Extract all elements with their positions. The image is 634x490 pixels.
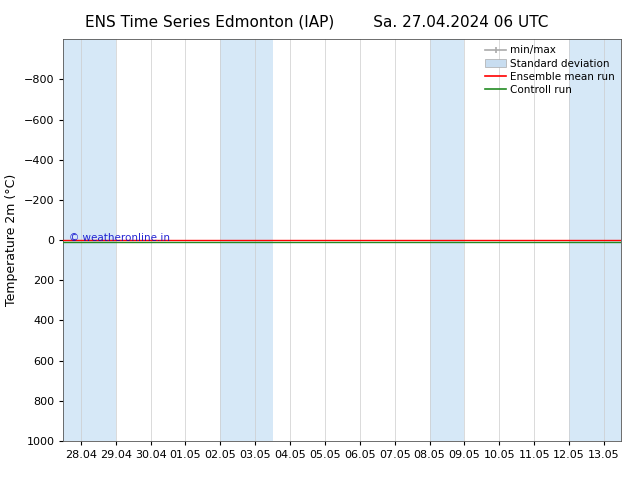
Legend: min/max, Standard deviation, Ensemble mean run, Controll run: min/max, Standard deviation, Ensemble me…	[481, 41, 619, 99]
Bar	[221, 39, 273, 441]
Text: ENS Time Series Edmonton (IAP)        Sa. 27.04.2024 06 UTC: ENS Time Series Edmonton (IAP) Sa. 27.04…	[86, 15, 548, 30]
Text: © weatheronline.in: © weatheronline.in	[69, 233, 170, 243]
Bar	[569, 39, 621, 441]
Bar	[63, 39, 115, 441]
Y-axis label: Temperature 2m (°C): Temperature 2m (°C)	[5, 174, 18, 306]
Bar	[429, 39, 464, 441]
